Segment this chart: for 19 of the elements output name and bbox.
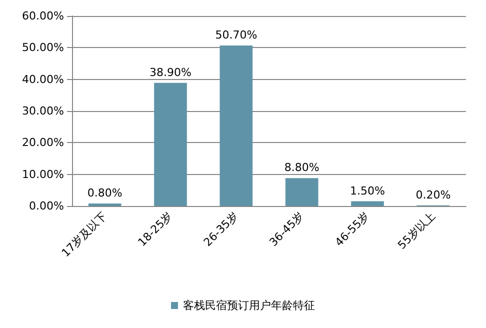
data-label: 38.90% (150, 66, 192, 79)
data-label: 0.20% (416, 188, 451, 202)
y-tick-label: 30.00% (22, 104, 64, 118)
bar (154, 82, 187, 206)
data-label: 1.50% (350, 184, 385, 198)
data-label: 8.80% (284, 161, 320, 174)
bar (88, 203, 122, 206)
data-label: 50.70% (215, 28, 258, 42)
y-tick-label: 40.00% (22, 72, 64, 86)
bar (220, 45, 253, 206)
legend-label: 客栈民宿预订用户年龄特征 (183, 299, 315, 312)
data-label: 0.80% (87, 186, 122, 200)
y-tick-label: 10.00% (22, 168, 64, 181)
bar (285, 178, 318, 206)
y-tick-label: 20.00% (22, 136, 64, 150)
y-tick-label: 50.00% (22, 41, 64, 54)
y-tick-label: 60.00% (22, 10, 64, 22)
bar (351, 201, 384, 206)
x-tick-label: 55岁以上 (395, 209, 438, 252)
